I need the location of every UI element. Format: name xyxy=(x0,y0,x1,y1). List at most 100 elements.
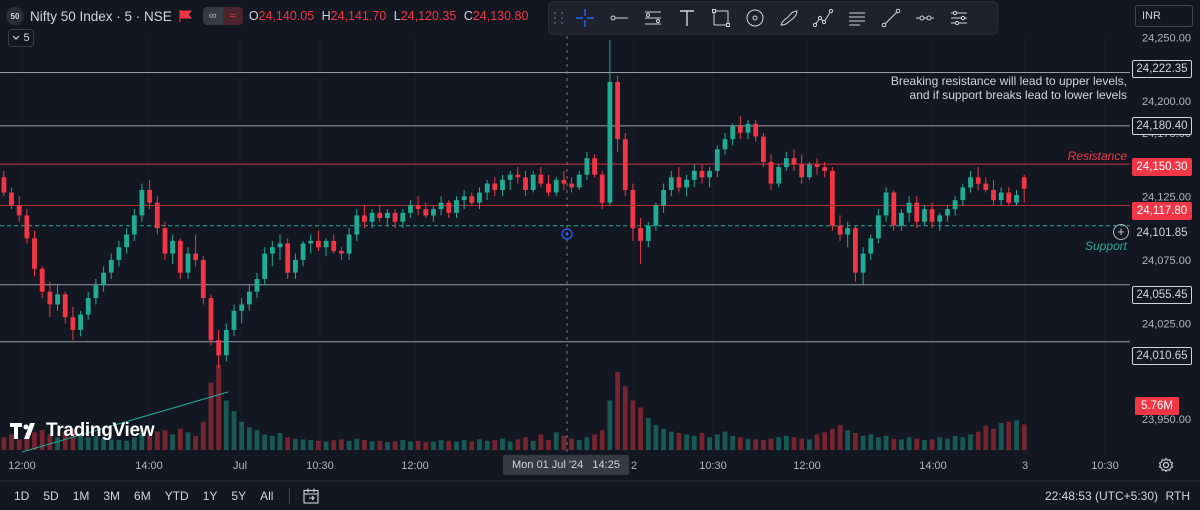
volume-bar xyxy=(668,431,674,450)
volume-bar xyxy=(339,439,344,450)
open-value: 24,140.05 xyxy=(258,9,315,23)
candle-body xyxy=(262,253,268,279)
fib-retracement-icon[interactable] xyxy=(636,3,670,33)
pattern-icon[interactable] xyxy=(806,3,840,33)
trend-line-icon[interactable] xyxy=(602,3,636,33)
volume-bar xyxy=(216,365,222,450)
candle-body xyxy=(707,170,712,178)
horizontal-levels[interactable] xyxy=(0,72,1130,343)
volume-bar xyxy=(354,438,360,450)
volume-bar xyxy=(24,435,30,450)
candle-body xyxy=(316,240,321,248)
bottom-toolbar: 1D 5D 1M 3M 6M YTD 1Y 5Y All 22:48:53 (U… xyxy=(0,482,1200,510)
flag-icon[interactable] xyxy=(179,10,193,22)
candle-body xyxy=(814,164,820,167)
candle-body xyxy=(799,164,805,178)
support-label[interactable]: Support xyxy=(1084,239,1127,253)
chart-mode-pill[interactable]: ∞ ≈ xyxy=(202,7,243,25)
chart-note[interactable]: Breaking resistance will lead to upper l… xyxy=(891,74,1127,102)
text-icon[interactable] xyxy=(670,3,704,33)
time-axis[interactable]: 12:00 14:00 Jul 10:30 12:00 2 10:30 12:00 14:00 3… xyxy=(8,460,1119,472)
volume-bar xyxy=(569,438,574,450)
range-all[interactable]: All xyxy=(260,489,274,503)
candle-body xyxy=(55,294,60,305)
currency-selector[interactable]: INR xyxy=(1135,5,1193,27)
volume-bar xyxy=(776,437,782,451)
range-1y[interactable]: 1Y xyxy=(202,489,218,503)
brush-icon[interactable] xyxy=(772,3,806,33)
volume-bar xyxy=(929,439,935,450)
volume-bar xyxy=(277,433,283,450)
session-rth[interactable]: RTH xyxy=(1165,489,1190,503)
candle-body xyxy=(784,158,789,168)
candle-body xyxy=(185,253,191,273)
symbol-name[interactable]: Nifty 50 Index · 5 · NSE xyxy=(30,8,172,24)
volume-bar xyxy=(530,440,536,450)
horizontal-ray-icon[interactable] xyxy=(908,3,942,33)
candle-body xyxy=(684,179,689,188)
volume-bar xyxy=(615,372,620,450)
candle-body xyxy=(208,298,214,341)
volume-bar xyxy=(32,432,37,450)
volume-bar xyxy=(975,431,981,450)
settings-icon[interactable] xyxy=(942,3,976,33)
price-tag-upper: 24,180.40 xyxy=(1132,117,1192,135)
volume-bar xyxy=(1014,420,1019,450)
tradingview-logo-icon xyxy=(10,423,35,439)
volume-bar xyxy=(768,438,774,450)
volume-bar xyxy=(853,433,858,450)
session-clock[interactable]: 22:48:53 (UTC+5:30) xyxy=(1044,489,1158,503)
candle-body xyxy=(408,205,413,213)
candle-body xyxy=(876,215,881,239)
time-tick: 10:30 xyxy=(699,460,727,472)
gear-icon[interactable] xyxy=(1158,457,1174,473)
volume-bar xyxy=(661,428,666,451)
candle-body xyxy=(492,183,498,190)
range-1d[interactable]: 1D xyxy=(14,489,30,503)
range-6m[interactable]: 6M xyxy=(134,489,151,503)
volume-bar xyxy=(860,435,866,450)
interval-toggle[interactable]: 5 xyxy=(8,29,34,47)
pill-left-icon[interactable]: ∞ xyxy=(202,7,223,25)
range-5y[interactable]: 5Y xyxy=(231,489,247,503)
crosshair-dot xyxy=(565,232,569,236)
volume-trend-line[interactable] xyxy=(21,391,229,453)
candle-body xyxy=(569,183,574,188)
candle-body xyxy=(745,123,751,133)
candle-body xyxy=(154,202,160,229)
candle-body xyxy=(400,212,406,222)
long-position-icon[interactable] xyxy=(840,3,874,33)
candle-body xyxy=(899,212,904,226)
rectangle-icon[interactable] xyxy=(704,3,738,33)
note-line-2: and if support breaks lead to lower leve… xyxy=(909,88,1127,102)
candle-body xyxy=(960,187,966,201)
circle-icon[interactable] xyxy=(738,3,772,33)
add-alert-icon[interactable]: + xyxy=(1113,224,1129,240)
candle-body xyxy=(339,251,344,254)
volume-bar xyxy=(400,440,406,450)
price-tag-last: 24,117.80 xyxy=(1132,202,1192,220)
candle-body xyxy=(446,202,452,213)
crosshair-icon[interactable] xyxy=(568,3,602,33)
candle-body xyxy=(523,177,528,190)
time-tick: 10:30 xyxy=(1091,460,1119,472)
volume-bar xyxy=(492,440,498,450)
candle-body xyxy=(584,158,590,175)
time-tick: 10:30 xyxy=(306,460,334,472)
candle-body xyxy=(753,123,759,137)
resistance-label[interactable]: Resistance xyxy=(1067,149,1127,163)
price-tick: 24,200.00 xyxy=(1142,96,1191,108)
range-1m[interactable]: 1M xyxy=(72,489,90,503)
volume-bar xyxy=(170,434,175,450)
range-5d[interactable]: 5D xyxy=(43,489,59,503)
calendar-icon[interactable] xyxy=(302,487,320,505)
candle-body xyxy=(722,139,728,150)
candle-body xyxy=(369,212,375,222)
toolbar-drag-handle[interactable] xyxy=(554,8,568,28)
line-tool-icon[interactable] xyxy=(874,3,908,33)
pill-right-icon[interactable]: ≈ xyxy=(222,7,243,25)
range-ytd[interactable]: YTD xyxy=(164,489,189,503)
close-value: 24,130.80 xyxy=(472,9,529,23)
range-3m[interactable]: 3M xyxy=(103,489,121,503)
